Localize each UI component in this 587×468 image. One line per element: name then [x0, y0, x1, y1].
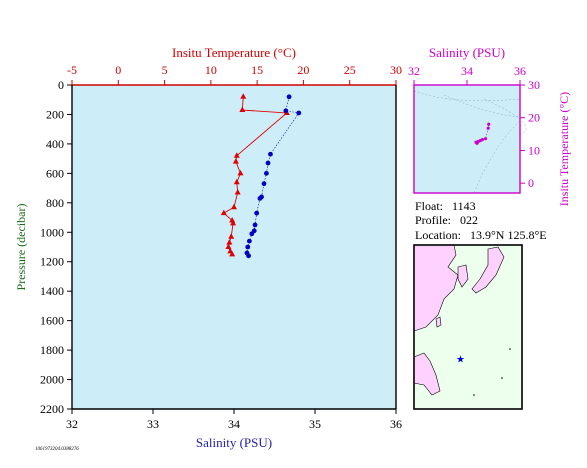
inset-ts-point — [487, 122, 491, 126]
temperature-point — [231, 203, 237, 210]
salinity-point — [264, 170, 269, 176]
inset-ts-point — [483, 137, 488, 141]
salinity-point — [261, 181, 267, 187]
temperature-tick-label: 10 — [205, 63, 217, 77]
inset-salinity-tick-label: 34 — [461, 64, 473, 78]
bottom-axis-title: Salinity (PSU) — [196, 435, 272, 450]
pressure-tick-label: 200 — [46, 107, 64, 121]
inset-temperature-tick-label: 0 — [528, 176, 534, 190]
salinity-tick-label: 33 — [147, 417, 159, 431]
temperature-point — [239, 106, 246, 113]
temperature-tick-label: 20 — [297, 63, 309, 77]
pressure-tick-label: 1000 — [40, 225, 64, 239]
salinity-point — [257, 196, 263, 201]
pressure-tick-label: 400 — [46, 137, 64, 151]
map-islet — [473, 394, 475, 396]
inset-ts-point — [480, 138, 484, 142]
float-info: Float: 1143 — [415, 199, 476, 214]
salinity-point — [254, 210, 260, 216]
location-label: Location: — [415, 228, 461, 242]
pressure-tick-label: 800 — [46, 196, 64, 210]
salinity-point — [268, 151, 273, 157]
map-land-island — [435, 316, 442, 328]
inset-y-title: Insitu Temperature (°C) — [557, 92, 571, 206]
pressure-axis-title: Pressure (decibar) — [14, 204, 28, 291]
salinity-point — [249, 231, 255, 237]
density-contour — [473, 120, 521, 194]
salinity-point — [246, 253, 251, 259]
temperature-point — [233, 152, 240, 158]
inset-ts-point — [486, 126, 490, 130]
salinity-tick-label: 34 — [228, 417, 240, 431]
salinity-point — [286, 94, 292, 100]
location-info: Location: 13.9°N 125.8°E — [415, 228, 547, 243]
temperature-tick-label: 30 — [390, 63, 402, 77]
ts-diagram-inset: 32 34 36 0 10 20 30 Salinity (PSU) Insitu Temper… — [408, 45, 571, 206]
profile-label: Profile: — [415, 213, 451, 227]
inset-plot-area — [414, 85, 520, 193]
temperature-tick-label: -5 — [67, 63, 77, 77]
temperature-point — [234, 189, 241, 195]
pressure-tick-label: 0 — [58, 78, 64, 92]
profile-value: 022 — [460, 213, 478, 227]
map-islet — [509, 348, 511, 350]
salinity-point — [265, 160, 271, 166]
temperature-point — [233, 178, 240, 185]
float-location-star: ★ — [456, 354, 465, 365]
salinity-point — [283, 108, 289, 114]
inset-salinity-tick-label: 32 — [408, 64, 420, 78]
temperature-point — [226, 239, 233, 245]
inset-salinity-tick-label: 36 — [514, 64, 526, 78]
salinity-tick-label: 35 — [309, 417, 321, 431]
map-land-islands-north — [471, 246, 505, 294]
float-label: Float: — [415, 199, 444, 213]
salinity-point — [296, 110, 302, 116]
footer-id: 1061973204.0388276 — [35, 447, 79, 452]
pressure-tick-label: 1600 — [40, 314, 64, 328]
location-value: 13.9°N 125.8°E — [469, 228, 547, 242]
temperature-point — [230, 219, 237, 226]
temperature-point — [228, 233, 235, 239]
temperature-point — [225, 243, 232, 249]
pressure-tick-label: 2200 — [40, 402, 64, 416]
inset-x-title: Salinity (PSU) — [429, 45, 505, 60]
pressure-tick-label: 1200 — [40, 255, 64, 269]
map-land-peninsula — [457, 264, 469, 288]
float-value: 1143 — [452, 199, 476, 213]
density-contour — [443, 94, 521, 118]
inset-frame — [413, 84, 521, 194]
pressure-tick-label: 1400 — [40, 284, 64, 298]
map-frame — [413, 244, 523, 410]
salinity-point — [245, 244, 251, 250]
salinity-point — [252, 222, 258, 228]
temperature-point — [237, 169, 244, 176]
temperature-tick-label: 0 — [115, 63, 121, 77]
map-islet — [501, 377, 503, 379]
temperature-tick-label: 15 — [251, 63, 263, 77]
pressure-tick-label: 600 — [46, 166, 64, 180]
temperature-point — [229, 250, 236, 257]
temperature-tick-label: 5 — [162, 63, 168, 77]
temperature-point — [232, 158, 239, 164]
salinity-point — [246, 238, 252, 244]
salinity-tick-label: 36 — [390, 417, 402, 431]
pressure-tick-label: 2000 — [40, 373, 64, 387]
temperature-tick-label: 25 — [344, 63, 356, 77]
temperature-salinity-profile-plot: 0200400600800100012001400160018002000220… — [14, 45, 402, 450]
top-axis-title: Insitu Temperature (°C) — [172, 45, 296, 60]
density-contour — [413, 90, 521, 102]
inset-temperature-tick-label: 30 — [528, 78, 540, 92]
map-land-archipelago — [413, 352, 441, 396]
temperature-point — [240, 93, 247, 99]
plot-area — [72, 85, 396, 409]
salinity-tick-label: 32 — [66, 417, 78, 431]
location-map: ★ — [413, 244, 523, 410]
pressure-tick-label: 1800 — [40, 343, 64, 357]
inset-temperature-tick-label: 10 — [528, 143, 540, 157]
profile-info: Profile: 022 — [415, 213, 478, 228]
map-land-mainland — [413, 244, 459, 332]
temperature-point — [220, 209, 227, 216]
inset-temperature-tick-label: 20 — [528, 111, 540, 125]
